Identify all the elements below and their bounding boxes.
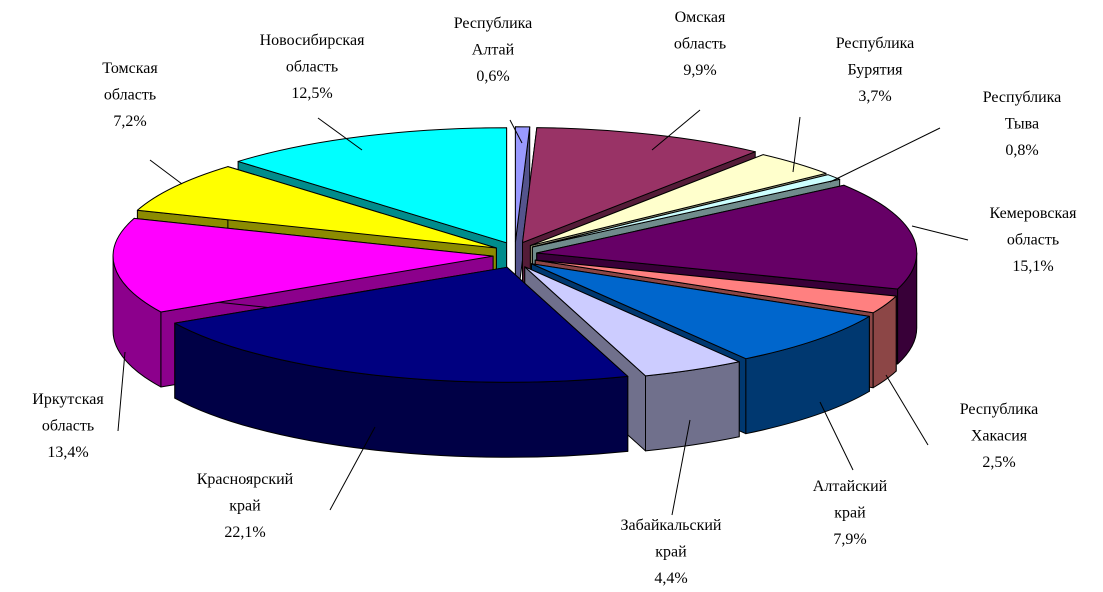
slice-top	[174, 266, 629, 383]
leader-line	[792, 116, 801, 173]
slice-top	[531, 174, 841, 248]
leader-line	[651, 109, 701, 151]
leader-line	[829, 127, 941, 183]
value-label: 13,4%	[47, 444, 88, 461]
slice-label: Республика Хакасия	[960, 401, 1039, 445]
slice-top	[529, 154, 827, 247]
slice-top	[534, 259, 897, 314]
value-label: 2,5%	[982, 454, 1015, 471]
slice-label: Омская область	[674, 9, 726, 53]
slice-label: Кемеровская область	[990, 205, 1078, 249]
slice-label: Красноярский край	[197, 471, 294, 515]
value-label: 15,1%	[1012, 258, 1053, 275]
slice-top	[530, 263, 870, 360]
value-label: 12,5%	[291, 85, 332, 102]
value-label: 0,6%	[476, 68, 509, 85]
value-label: 3,7%	[858, 88, 891, 105]
slice-top	[136, 166, 497, 249]
leader-line	[117, 351, 126, 432]
slice-top	[112, 217, 494, 313]
leader-line	[671, 419, 691, 516]
slice-label: Республика Бурятия	[836, 35, 915, 79]
slice-top	[524, 266, 740, 377]
leader-line	[911, 225, 969, 241]
slice-label: Новосибирская область	[260, 32, 366, 76]
value-label: 0,8%	[1005, 142, 1038, 159]
slice-label: Томская область	[102, 60, 158, 104]
slice-top	[514, 126, 531, 243]
slice-label: Алтайский край	[813, 478, 888, 522]
value-label: 7,2%	[113, 113, 146, 130]
leader-line	[317, 117, 363, 151]
leader-line	[149, 159, 183, 185]
value-label: 22,1%	[224, 524, 265, 541]
value-label: 9,9%	[683, 62, 716, 79]
leader-line	[509, 119, 523, 144]
slice-label: Иркутская область	[32, 391, 104, 435]
value-label: 7,9%	[833, 531, 866, 548]
slice-top	[522, 127, 756, 244]
slice-label: Республика Алтай	[454, 15, 533, 59]
leader-line	[819, 401, 854, 471]
slice-outer-side	[645, 361, 740, 452]
slice-label: Республика Тыва	[983, 89, 1062, 133]
slice	[514, 126, 531, 318]
value-label: 4,4%	[654, 570, 687, 587]
slice	[174, 266, 629, 458]
slice-top	[536, 184, 918, 290]
slice-top	[237, 127, 508, 244]
leader-line	[885, 374, 929, 446]
slice-label: Забайкальский край	[621, 517, 722, 561]
leader-line	[329, 426, 376, 511]
